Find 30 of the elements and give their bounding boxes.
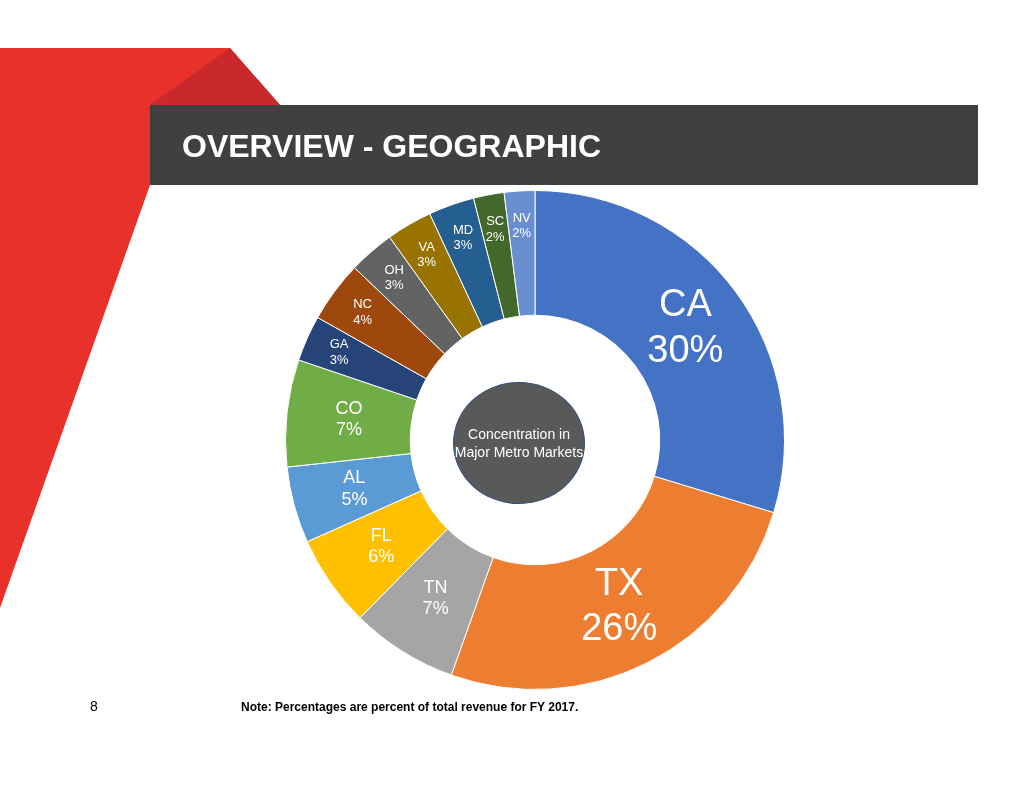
text: Concentration in Major Metro Markets — [453, 382, 585, 504]
data-label: 2% — [512, 225, 532, 241]
slice-label: NV — [512, 209, 532, 225]
data-label: 7% — [335, 419, 362, 440]
chart-title: OVERVIEW - GEOGRAPHIC — [182, 128, 602, 165]
data-label: 4% — [353, 311, 373, 327]
text: 8 — [90, 698, 98, 714]
slice-label: NC — [353, 296, 372, 312]
slice-label: GA — [329, 336, 349, 352]
data-label: 3% — [329, 351, 349, 367]
data-label: 5% — [341, 488, 368, 509]
data-label: 3% — [417, 254, 437, 270]
data-label: 7% — [422, 598, 449, 619]
slice-label: OH — [384, 261, 405, 277]
slice-label: MD — [452, 221, 474, 237]
slice-label: FL — [370, 524, 392, 545]
data-label: 26% — [581, 606, 658, 649]
slice-label: TN — [423, 576, 448, 597]
slice-label: SC — [486, 212, 505, 228]
slice-label: VA — [418, 238, 436, 254]
data-label: 3% — [453, 237, 473, 253]
slice-label: AL — [343, 467, 366, 488]
data-label: 6% — [368, 546, 395, 567]
data-label: 30% — [647, 327, 724, 370]
slice-label: TX — [594, 560, 644, 603]
slice-label: CA — [658, 282, 713, 325]
data-label: 3% — [384, 277, 405, 293]
text: Note: Percentages are percent of total revenue for FY 2017. — [241, 700, 579, 714]
slice-label: CO — [335, 397, 363, 418]
data-label: 2% — [485, 228, 506, 244]
